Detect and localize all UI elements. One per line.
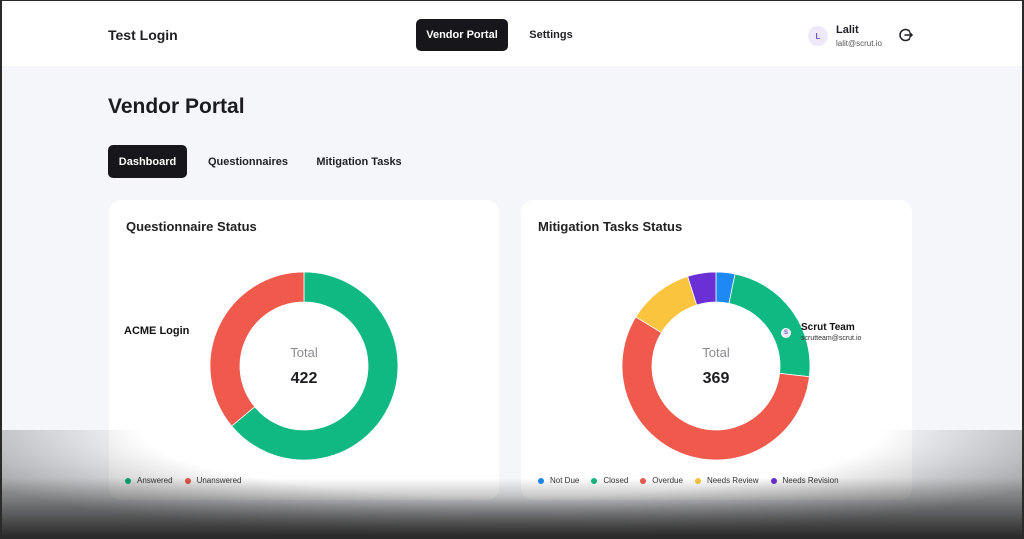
- donut-total-value: 422: [290, 369, 318, 387]
- legend-dot: [125, 477, 131, 484]
- legend-label: Overdue: [652, 476, 683, 485]
- donut-segment-needs-revision[interactable]: [687, 271, 717, 306]
- page-title: Vendor Portal: [108, 95, 245, 118]
- nav-settings[interactable]: Settings: [529, 29, 573, 41]
- avatar: S: [781, 328, 791, 338]
- card-title: Questionnaire Status: [126, 219, 257, 234]
- legend-label: Answered: [137, 476, 173, 485]
- scrut-team-name: Scrut Team: [801, 322, 855, 333]
- legend-label: Unanswered: [196, 476, 242, 485]
- legend-label: Needs Revision: [782, 476, 839, 485]
- legend-unanswered[interactable]: Unanswered: [184, 476, 242, 485]
- legend-label: Needs Review: [706, 476, 759, 485]
- legend-label: Closed: [603, 476, 629, 485]
- donut-svg: [209, 271, 399, 461]
- user-profile[interactable]: L Lalit lalit@scrut.io: [808, 22, 882, 50]
- legend-not-due[interactable]: Not Due: [538, 476, 579, 485]
- tab-mitigation-tasks[interactable]: Mitigation Tasks: [316, 155, 402, 168]
- mitigation-donut-chart[interactable]: Total 369: [621, 271, 811, 461]
- nav-vendor-portal[interactable]: Vendor Portal: [416, 19, 508, 51]
- user-name: Lalit: [836, 23, 859, 36]
- legend-answered[interactable]: Answered: [125, 476, 173, 485]
- legend-dot: [640, 477, 647, 484]
- acme-login-label: ACME Login: [124, 325, 190, 337]
- scrut-team-cursor-label: S Scrut Team scrutteam@scrut.io: [781, 322, 861, 344]
- legend-dot: [694, 477, 701, 484]
- chart-legend: Answered Unanswered: [125, 476, 254, 485]
- brand-title: Test Login: [108, 27, 178, 43]
- tab-questionnaires[interactable]: Questionnaires: [207, 155, 289, 168]
- legend-closed[interactable]: Closed: [591, 476, 628, 485]
- legend-dot: [770, 477, 777, 484]
- tab-dashboard[interactable]: Dashboard: [108, 145, 187, 178]
- legend-dot: [591, 477, 598, 484]
- legend-needs-revision[interactable]: Needs Revision: [770, 476, 839, 485]
- chart-legend: Not Due Closed Overdue Needs Review Need…: [538, 476, 851, 485]
- legend-overdue[interactable]: Overdue: [640, 476, 683, 485]
- donut-segment-unanswered[interactable]: [209, 271, 305, 427]
- donut-segment-answered[interactable]: [231, 271, 399, 461]
- scrut-team-email: scrutteam@scrut.io: [801, 335, 862, 342]
- card-title: Mitigation Tasks Status: [538, 219, 683, 234]
- legend-dot: [538, 477, 544, 484]
- user-email: lalit@scrut.io: [836, 38, 882, 48]
- donut-center-label: Total: [702, 344, 730, 360]
- donut-center-label: Total: [290, 344, 318, 360]
- mitigation-tasks-status-card: Mitigation Tasks Status Total 369 Not Du…: [521, 200, 912, 500]
- donut-svg: [621, 271, 811, 461]
- avatar: L: [808, 26, 828, 46]
- donut-total-value: 369: [702, 369, 730, 387]
- legend-dot: [184, 477, 191, 484]
- legend-needs-review[interactable]: Needs Review: [694, 476, 759, 485]
- donut-segment-overdue[interactable]: [621, 316, 810, 461]
- questionnaire-donut-chart[interactable]: Total 422: [209, 271, 399, 461]
- logout-icon[interactable]: [898, 27, 914, 43]
- legend-label: Not Due: [550, 476, 580, 485]
- questionnaire-status-card: Questionnaire Status Total 422 Answered …: [109, 200, 499, 500]
- top-navbar: Test Login Vendor Portal Settings L Lali…: [0, 0, 1024, 66]
